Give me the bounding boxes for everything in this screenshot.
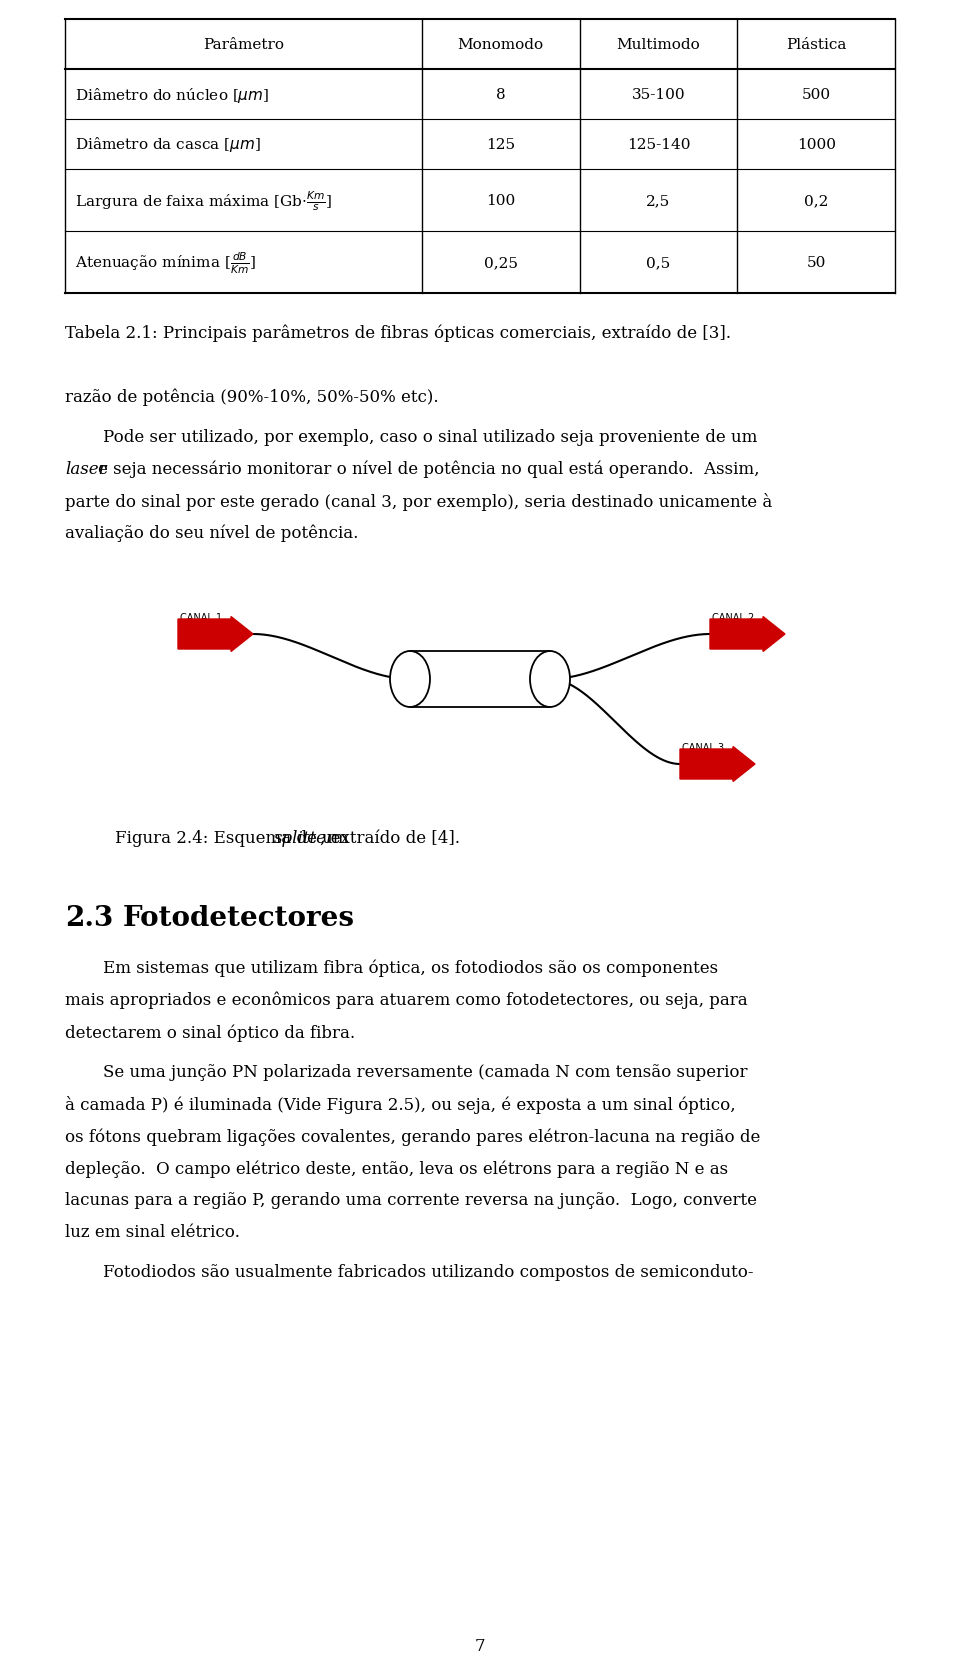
Text: splitter: splitter — [274, 829, 335, 847]
Text: Figura 2.4: Esquema de um: Figura 2.4: Esquema de um — [115, 829, 353, 847]
Text: Multimodo: Multimodo — [616, 38, 701, 52]
Text: Atenuação mínima [$\frac{dB}{Km}$]: Atenuação mínima [$\frac{dB}{Km}$] — [75, 250, 256, 276]
Text: CANAL 3: CANAL 3 — [682, 742, 724, 752]
Text: Fotodiodos são usualmente fabricados utilizando compostos de semiconduto-: Fotodiodos são usualmente fabricados uti… — [103, 1263, 754, 1280]
Text: 125: 125 — [486, 138, 516, 151]
Text: parte do sinal por este gerado (canal 3, por exemplo), seria destinado unicament: parte do sinal por este gerado (canal 3,… — [65, 493, 772, 511]
FancyArrow shape — [178, 617, 253, 652]
Text: Plástica: Plástica — [786, 38, 847, 52]
Ellipse shape — [530, 652, 570, 707]
Text: 100: 100 — [486, 195, 516, 208]
Text: 7: 7 — [474, 1637, 486, 1654]
Text: mais apropriados e econômicos para atuarem como fotodetectores, ou seja, para: mais apropriados e econômicos para atuar… — [65, 992, 748, 1008]
Bar — [65, 20, 895, 295]
Text: 0,5: 0,5 — [646, 256, 671, 270]
Text: razão de potência (90%-10%, 50%-50% etc).: razão de potência (90%-10%, 50%-50% etc)… — [65, 389, 439, 406]
Text: Em sistemas que utilizam fibra óptica, os fotodiodos são os componentes: Em sistemas que utilizam fibra óptica, o… — [103, 960, 718, 977]
Text: Diâmetro da casca [$\mu m$]: Diâmetro da casca [$\mu m$] — [75, 135, 261, 155]
Text: luz em sinal elétrico.: luz em sinal elétrico. — [65, 1223, 240, 1240]
Text: avaliação do seu nível de potência.: avaliação do seu nível de potência. — [65, 524, 358, 542]
Text: 0,2: 0,2 — [804, 195, 828, 208]
Text: Se uma junção PN polarizada reversamente (camada N com tensão superior: Se uma junção PN polarizada reversamente… — [103, 1063, 748, 1080]
FancyArrow shape — [710, 617, 785, 652]
Text: 1000: 1000 — [797, 138, 835, 151]
Text: 500: 500 — [802, 88, 830, 102]
Text: CANAL 1: CANAL 1 — [180, 612, 222, 622]
Text: laser: laser — [65, 461, 107, 478]
Text: Monomodo: Monomodo — [458, 38, 543, 52]
Text: detectarem o sinal óptico da fibra.: detectarem o sinal óptico da fibra. — [65, 1023, 355, 1042]
Text: 35-100: 35-100 — [632, 88, 685, 102]
Text: e seja necessário monitorar o nível de potência no qual está operando.  Assim,: e seja necessário monitorar o nível de p… — [98, 461, 759, 478]
Text: Pode ser utilizado, por exemplo, caso o sinal utilizado seja proveniente de um: Pode ser utilizado, por exemplo, caso o … — [103, 429, 757, 446]
Text: 0,25: 0,25 — [484, 256, 517, 270]
FancyArrow shape — [680, 747, 755, 782]
Text: CANAL 2: CANAL 2 — [712, 612, 755, 622]
Text: 50: 50 — [806, 256, 826, 270]
Text: Largura de faixa máxima [Gb$\cdot\frac{Km}{s}$]: Largura de faixa máxima [Gb$\cdot\frac{K… — [75, 190, 332, 213]
Text: , extraído de [4].: , extraído de [4]. — [320, 829, 460, 847]
Text: depleção.  O campo elétrico deste, então, leva os elétrons para a região N e as: depleção. O campo elétrico deste, então,… — [65, 1160, 728, 1176]
Text: à camada P) é iluminada (Vide Figura 2.5), ou seja, é exposta a um sinal óptico,: à camada P) é iluminada (Vide Figura 2.5… — [65, 1095, 735, 1113]
Text: 2,5: 2,5 — [646, 195, 671, 208]
Text: 125-140: 125-140 — [627, 138, 690, 151]
Text: Fotodetectores: Fotodetectores — [123, 905, 355, 932]
Text: os fótons quebram ligações covalentes, gerando pares elétron-lacuna na região de: os fótons quebram ligações covalentes, g… — [65, 1127, 760, 1145]
Bar — [410, 652, 550, 707]
Text: 2.3: 2.3 — [65, 905, 113, 932]
Text: Tabela 2.1: Principais parâmetros de fibras ópticas comerciais, extraído de [3].: Tabela 2.1: Principais parâmetros de fib… — [65, 324, 731, 341]
Text: lacunas para a região P, gerando uma corrente reversa na junção.  Logo, converte: lacunas para a região P, gerando uma cor… — [65, 1191, 757, 1208]
Text: Diâmetro do núcleo [$\mu m$]: Diâmetro do núcleo [$\mu m$] — [75, 85, 269, 105]
Ellipse shape — [390, 652, 430, 707]
Text: 8: 8 — [496, 88, 506, 102]
Text: Parâmetro: Parâmetro — [203, 38, 284, 52]
